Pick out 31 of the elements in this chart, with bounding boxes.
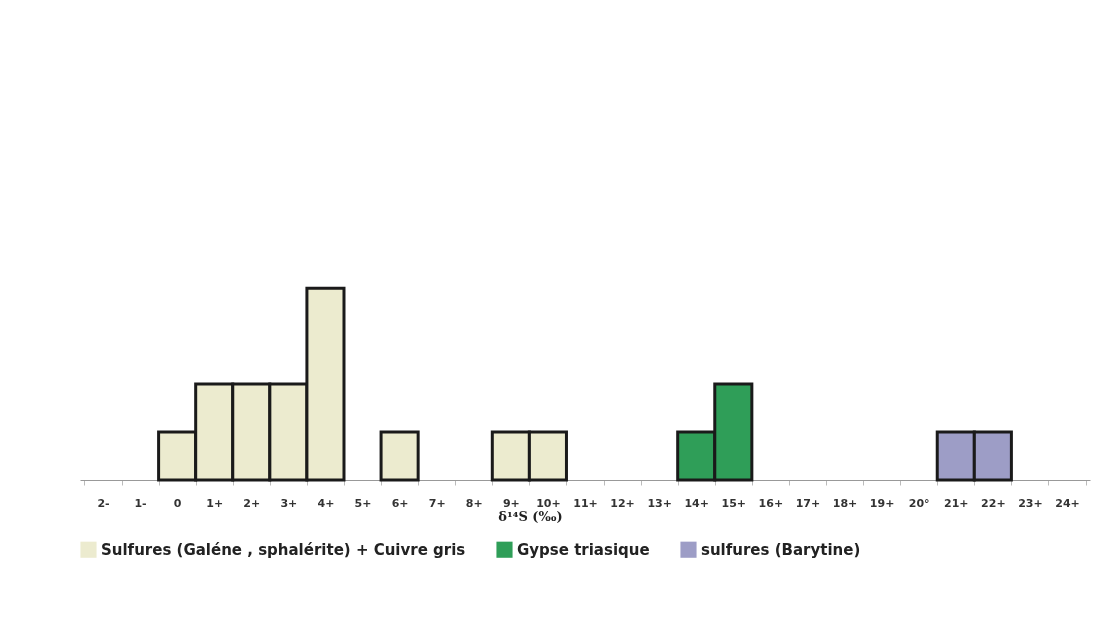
legend-label: Sulfures (Galéne , sphalérite) + Cuivre gris (101, 540, 466, 559)
x-tick-label: 12+ (610, 496, 635, 510)
x-tick-label: 20° (908, 496, 930, 510)
x-tick-label: 9+ (502, 496, 520, 510)
x-tick-label: 21+ (944, 496, 969, 510)
x-tick-label: 19+ (869, 496, 895, 510)
x-tick-label: 8+ (465, 496, 483, 510)
x-tick-label: 23+ (1018, 496, 1043, 510)
x-tick-label: 10+ (536, 496, 561, 510)
x-axis-title: δ¹⁴S (‰) (498, 508, 563, 524)
x-tick-label: 0 (173, 496, 182, 510)
x-tick-label: 24+ (1055, 496, 1080, 510)
x-tick-label: 22+ (981, 496, 1006, 510)
x-tick-label: 6+ (391, 496, 409, 510)
x-tick-label: 7+ (428, 496, 446, 510)
x-tick-label: 1- (134, 496, 147, 510)
x-tick-label: 4+ (317, 496, 335, 510)
x-tick-label: 18+ (832, 496, 858, 510)
x-tick-label: 5+ (354, 496, 372, 510)
x-tick-label: 3+ (280, 496, 298, 510)
legend-label: Gypse triasique (517, 540, 650, 559)
x-tick-label: 2- (97, 496, 110, 510)
x-tick-label: 14+ (684, 496, 709, 510)
x-tick-label: 2+ (243, 496, 261, 510)
x-tick-label: 17+ (795, 496, 821, 510)
x-tick-label: 16+ (758, 496, 784, 510)
x-tick-label: 15+ (721, 496, 747, 510)
x-tick-label: 1+ (206, 496, 224, 510)
legend-label: sulfures (Barytine) (701, 540, 861, 559)
x-tick-label: 11+ (573, 496, 598, 510)
x-tick-label: 13+ (647, 496, 672, 510)
